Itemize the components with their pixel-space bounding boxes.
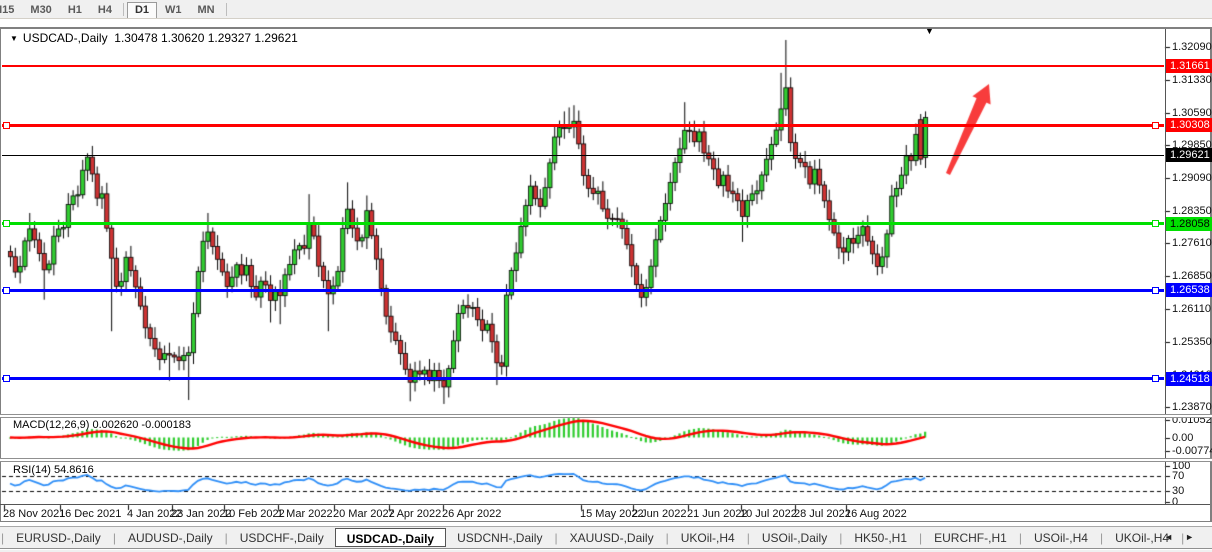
date-axis-label: 23 Jan 2022 (171, 508, 232, 520)
price-axis-label: 1.30590 (1172, 106, 1212, 119)
price-level-badge: 1.28058 (1166, 216, 1212, 231)
hline-handle[interactable] (1152, 220, 1159, 228)
hline-1.28058[interactable] (2, 222, 1164, 226)
rsi-axis-label: 70 (1172, 470, 1185, 483)
hline-1.30308[interactable] (2, 123, 1164, 127)
price-axis-label: 1.31330 (1172, 74, 1212, 87)
hline-1.26538[interactable] (2, 288, 1164, 292)
date-axis-label: 20 Mar 2022 (333, 508, 395, 520)
macd-pane-separator[interactable] (0, 414, 1212, 418)
date-axis-label: 16 Dec 2021 (59, 508, 122, 520)
macd-indicator-label: MACD(12,26,9) 0.002620 -0.000183 (13, 419, 191, 431)
date-axis-label: 21 Jun 2022 (687, 508, 748, 520)
price-axis-separator (1165, 29, 1166, 505)
date-axis-label: 28 Jul 2022 (794, 508, 851, 520)
time-axis-line (0, 504, 1210, 505)
date-axis-label: 28 Nov 2021 (3, 508, 66, 520)
price-axis-label: 1.28350 (1172, 204, 1212, 217)
rsi-pane-separator[interactable] (0, 458, 1212, 462)
macd-axis-label: -0.007744 (1172, 444, 1212, 457)
hline-handle[interactable] (1152, 286, 1159, 294)
price-level-badge: 1.24518 (1166, 371, 1212, 386)
price-level-badge: 1.31661 (1166, 58, 1212, 73)
price-axis-label: 1.23870 (1172, 401, 1212, 413)
price-axis-label: 1.25350 (1172, 336, 1212, 349)
price-axis-label: 1.27610 (1172, 237, 1212, 250)
hline-1.24518[interactable] (2, 377, 1164, 381)
date-axis-label: 10 Jul 2022 (740, 508, 797, 520)
hline-handle[interactable] (1152, 121, 1159, 129)
rsi-axis-label: 100 (1172, 459, 1191, 472)
price-axis-label: 1.32090 (1172, 41, 1212, 53)
date-axis-label: 4 Jan 2022 (127, 508, 182, 520)
price-axis-label: 1.29850 (1172, 139, 1212, 152)
hline-handle[interactable] (1152, 375, 1159, 383)
date-axis-label: 10 Feb 2022 (223, 508, 285, 520)
hline-1.29621[interactable] (2, 154, 1164, 156)
date-axis-label: 26 Apr 2022 (442, 508, 502, 520)
date-axis-label: 7 Apr 2022 (388, 508, 442, 520)
price-level-badge: 1.29621 (1166, 148, 1212, 163)
date-axis-label: 16 Aug 2022 (845, 508, 907, 520)
rsi-indicator-label: RSI(14) 54.8616 (13, 464, 94, 476)
price-axis-label: 1.29090 (1172, 172, 1212, 185)
price-axis-label: 1.26850 (1172, 270, 1212, 283)
macd-axis-label: 0.00 (1172, 431, 1194, 444)
hline-handle[interactable] (3, 121, 10, 129)
hline-1.31661[interactable] (2, 64, 1164, 67)
rsi-axis-label: 0 (1172, 495, 1179, 508)
date-axis-label: 1 Mar 2022 (277, 508, 333, 520)
hline-handle[interactable] (3, 286, 10, 294)
chart-shift-marker-icon[interactable]: ▼ (925, 26, 934, 36)
price-level-badge: 1.26538 (1166, 283, 1212, 298)
hline-handle[interactable] (3, 220, 10, 228)
price-level-badge: 1.30308 (1166, 118, 1212, 133)
hline-handle[interactable] (3, 375, 10, 383)
rsi-axis-label: 30 (1172, 484, 1185, 497)
date-axis-label: 15 May 2022 (580, 508, 644, 520)
price-axis-label: 1.26110 (1172, 302, 1211, 315)
date-axis-label: 2 Jun 2022 (632, 508, 687, 520)
